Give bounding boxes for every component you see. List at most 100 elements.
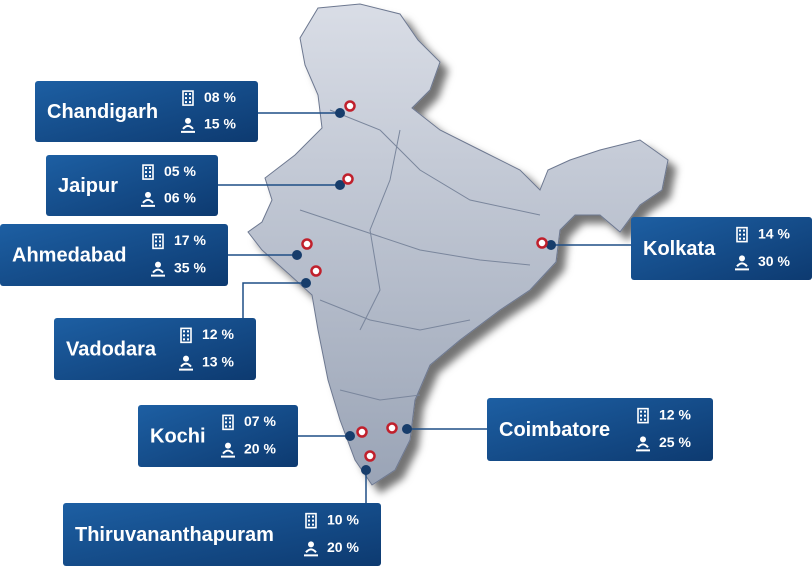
people-icon-base bbox=[141, 198, 155, 207]
people-icon-base bbox=[221, 449, 235, 458]
building-window bbox=[739, 237, 741, 240]
office-share: 12 % bbox=[659, 406, 691, 422]
people-icon-base bbox=[179, 362, 193, 371]
callout-box bbox=[0, 224, 228, 286]
connector-dot bbox=[292, 250, 302, 260]
building-window bbox=[739, 229, 741, 232]
people-share: 20 % bbox=[327, 539, 359, 555]
callout-box bbox=[631, 217, 812, 280]
office-share: 17 % bbox=[174, 232, 206, 248]
location-pin bbox=[536, 237, 548, 249]
callouts: Chandigarh 08 % 15 % Jaipur 05 % 06 % Ahmedaba… bbox=[0, 81, 812, 566]
connector-dot bbox=[335, 108, 345, 118]
people-icon bbox=[225, 442, 231, 449]
building-window bbox=[743, 233, 745, 236]
people-icon-base bbox=[151, 268, 165, 277]
office-share: 07 % bbox=[244, 413, 276, 429]
office-share: 10 % bbox=[327, 511, 359, 527]
building-window bbox=[159, 244, 161, 247]
building-window bbox=[225, 417, 227, 420]
city-name: Chandigarh bbox=[47, 101, 158, 123]
people-share: 25 % bbox=[659, 434, 691, 450]
connector-dot bbox=[402, 424, 412, 434]
city-callout: Thiruvananthapuram 10 % 20 % bbox=[63, 503, 381, 566]
people-share: 30 % bbox=[758, 253, 790, 269]
location-pin bbox=[342, 173, 354, 185]
building-icon bbox=[142, 164, 154, 180]
location-pin bbox=[301, 238, 313, 250]
office-share: 14 % bbox=[758, 225, 790, 241]
location-pin bbox=[364, 450, 376, 462]
building-window bbox=[640, 414, 642, 417]
connector-dot bbox=[361, 465, 371, 475]
building-window bbox=[312, 523, 314, 526]
building-window bbox=[312, 519, 314, 522]
office-share: 08 % bbox=[204, 89, 236, 105]
building-window bbox=[149, 175, 151, 178]
building-window bbox=[185, 97, 187, 100]
building-window bbox=[308, 523, 310, 526]
callout-box bbox=[487, 398, 713, 461]
building-window bbox=[308, 515, 310, 518]
building-window bbox=[189, 93, 191, 96]
building-window bbox=[159, 236, 161, 239]
people-icon-base bbox=[181, 124, 195, 133]
india-map bbox=[247, 3, 669, 486]
building-window bbox=[312, 515, 314, 518]
building-window bbox=[308, 519, 310, 522]
people-icon bbox=[185, 117, 191, 124]
callout-box bbox=[138, 405, 298, 467]
city-callout: Jaipur 05 % 06 % bbox=[46, 155, 218, 216]
building-window bbox=[739, 233, 741, 236]
building-window bbox=[229, 425, 231, 428]
building-window bbox=[145, 167, 147, 170]
building-window bbox=[644, 414, 646, 417]
building-window bbox=[229, 417, 231, 420]
callout-box bbox=[46, 155, 218, 216]
building-window bbox=[149, 171, 151, 174]
building-window bbox=[225, 425, 227, 428]
building-window bbox=[183, 334, 185, 337]
building-window bbox=[189, 101, 191, 104]
people-icon bbox=[739, 255, 745, 262]
city-name: Coimbatore bbox=[499, 419, 610, 441]
building-icon bbox=[182, 90, 194, 106]
people-icon bbox=[640, 436, 646, 443]
building-window bbox=[187, 334, 189, 337]
building-window bbox=[229, 421, 231, 424]
building-window bbox=[743, 237, 745, 240]
location-pin bbox=[310, 265, 322, 277]
city-callout: Chandigarh 08 % 15 % bbox=[35, 81, 258, 142]
connector bbox=[242, 282, 306, 318]
building-icon bbox=[305, 512, 317, 529]
city-callout: Vadodara 12 % 13 % bbox=[54, 318, 256, 380]
building-icon bbox=[637, 407, 649, 424]
city-callout: Coimbatore 12 % 25 % bbox=[487, 398, 713, 461]
city-name: Jaipur bbox=[58, 175, 118, 197]
location-pin bbox=[386, 422, 398, 434]
connector-dot bbox=[546, 240, 556, 250]
people-share: 15 % bbox=[204, 116, 236, 132]
building-window bbox=[743, 229, 745, 232]
people-share: 13 % bbox=[202, 353, 234, 369]
building-icon bbox=[180, 327, 192, 344]
building-window bbox=[640, 418, 642, 421]
building-window bbox=[183, 330, 185, 333]
building-window bbox=[644, 418, 646, 421]
city-name: Thiruvananthapuram bbox=[75, 524, 274, 546]
building-window bbox=[189, 97, 191, 100]
people-icon bbox=[155, 261, 161, 268]
callout-box bbox=[35, 81, 258, 142]
callout-box bbox=[54, 318, 256, 380]
connector-dot bbox=[301, 278, 311, 288]
location-pin bbox=[356, 426, 368, 438]
people-icon-base bbox=[636, 443, 650, 452]
city-name: Kochi bbox=[150, 425, 206, 447]
city-callout: Kolkata 14 % 30 % bbox=[631, 217, 812, 280]
city-callout: Ahmedabad 17 % 35 % bbox=[0, 224, 228, 286]
state-borders bbox=[299, 109, 541, 401]
people-icon-base bbox=[735, 262, 749, 271]
building-window bbox=[640, 410, 642, 413]
connector-dot bbox=[335, 180, 345, 190]
